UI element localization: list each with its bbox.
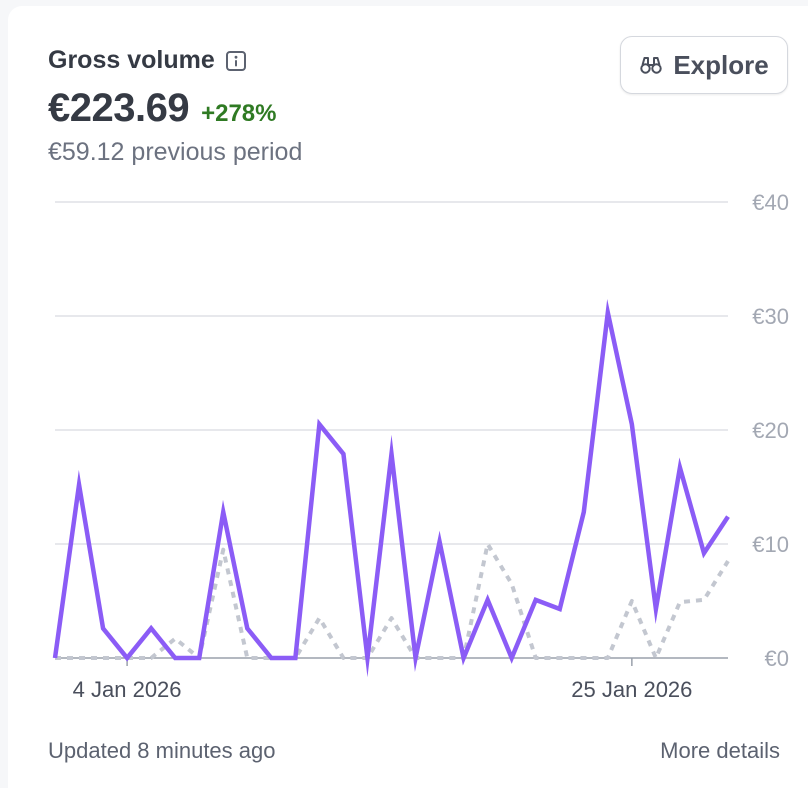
y-tick-label: €40 xyxy=(752,190,789,215)
previous-period-series-line xyxy=(55,542,730,660)
y-tick-label: €0 xyxy=(765,646,789,671)
title-row: Gross volume xyxy=(48,46,247,75)
more-details-link[interactable]: More details xyxy=(660,738,780,763)
y-tick-label: €30 xyxy=(752,304,789,329)
card-title: Gross volume xyxy=(48,46,215,74)
explore-button[interactable]: Explore xyxy=(620,36,788,94)
y-tick-label: €10 xyxy=(752,532,789,557)
y-tick-label: €20 xyxy=(752,418,789,443)
info-icon[interactable] xyxy=(225,50,247,72)
total-value: €223.69 xyxy=(48,86,190,130)
current-period-series-line xyxy=(52,298,730,678)
change-percent: +278% xyxy=(201,100,277,127)
previous-period-value: €59.12 previous period xyxy=(48,138,303,166)
value-row: €223.69 +278% xyxy=(48,86,277,131)
x-tick-label: 4 Jan 2026 xyxy=(73,677,182,702)
updated-text: Updated 8 minutes ago xyxy=(48,738,276,763)
x-tick-label: 25 Jan 2026 xyxy=(571,677,692,702)
explore-label: Explore xyxy=(673,49,769,80)
binoculars-icon xyxy=(639,53,663,77)
